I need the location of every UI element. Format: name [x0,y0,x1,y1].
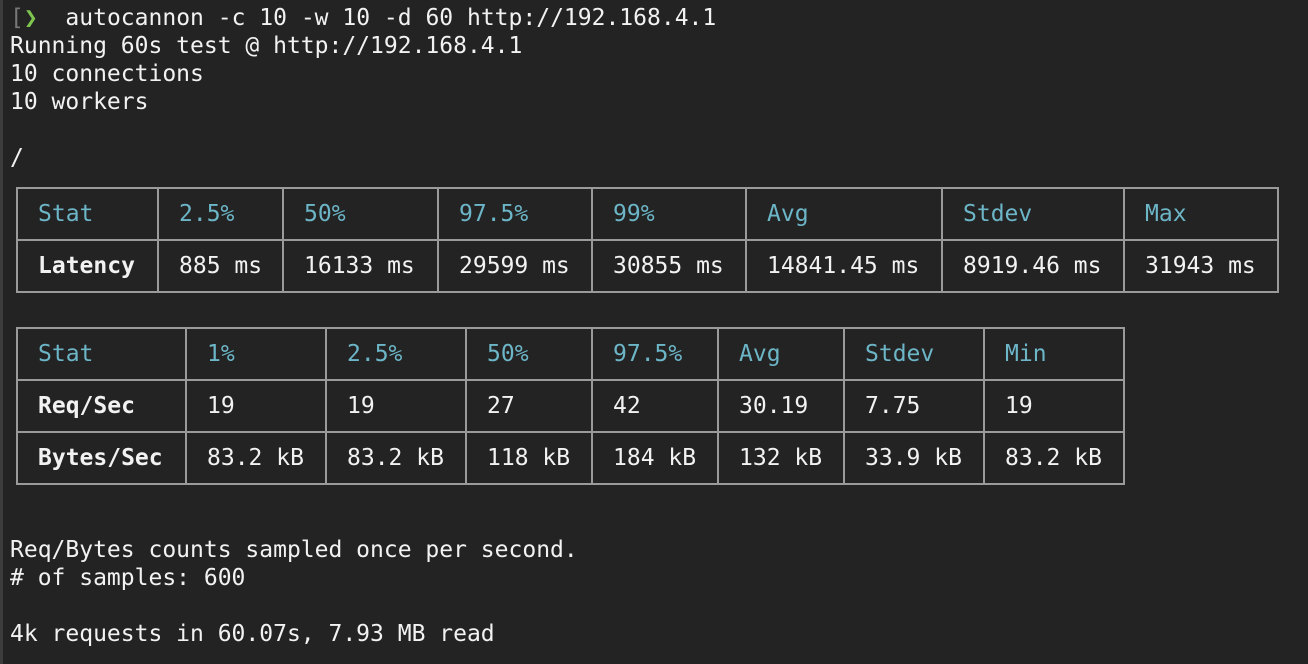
throughput-table: Stat 1% 2.5% 50% 97.5% Avg Stdev Min Req/Sec 19 19… [16,327,1125,485]
table-cell: 885 ms [157,239,284,293]
column-header: 97.5% [437,187,593,241]
column-header: 50% [465,327,593,381]
header-row: Stat 1% 2.5% 50% 97.5% Avg Stdev Min [16,327,1125,381]
output-line: Running 60s test @ http://192.168.4.1 [10,33,523,59]
table-cell: 31943 ms [1123,239,1279,293]
column-header: 2.5% [157,187,284,241]
table-cell: 7.75 [843,379,985,433]
column-header: Max [1123,187,1279,241]
table-cell: 184 kB [591,431,719,485]
header-row: Stat 2.5% 50% 97.5% 99% Avg Stdev Max [16,187,1279,241]
table-cell: 83.2 kB [325,431,467,485]
table-cell: 27 [465,379,593,433]
table-cell: 42 [591,379,719,433]
column-header: 97.5% [591,327,719,381]
footer-line: Req/Bytes counts sampled once per second… [10,537,578,563]
table-cell: 83.2 kB [185,431,327,485]
table-cell: 30855 ms [591,239,747,293]
table-cell: 14841.45 ms [745,239,943,293]
column-header: Avg [745,187,943,241]
row-label: Req/Sec [16,379,187,433]
table-row: Bytes/Sec 83.2 kB 83.2 kB 118 kB 184 kB 132 k… [16,431,1125,485]
column-header: Min [983,327,1125,381]
table-cell: 33.9 kB [843,431,985,485]
command-line: [❯ autocannon -c 10 -w 10 -d 60 http://1… [10,4,716,32]
row-label: Latency [16,239,159,293]
table-cell: 29599 ms [437,239,593,293]
column-header: 99% [591,187,747,241]
footer-line: # of samples: 600 [10,565,246,591]
column-header: 50% [282,187,439,241]
output-line: 10 connections [10,61,204,87]
column-header: Stdev [941,187,1125,241]
latency-table: Stat 2.5% 50% 97.5% 99% Avg Stdev Max Latency 885… [16,187,1279,293]
column-header: Stat [16,327,187,381]
table-cell: 8919.46 ms [941,239,1125,293]
column-header: Avg [717,327,845,381]
output-line: 10 workers [10,89,149,115]
column-header: Stat [16,187,159,241]
window-edge [0,0,3,664]
table-cell: 132 kB [717,431,845,485]
table-cell: 19 [325,379,467,433]
output-line: / [10,145,24,171]
column-header: 2.5% [325,327,467,381]
table-cell: 19 [983,379,1125,433]
footer-line: 4k requests in 60.07s, 7.93 MB read [10,621,495,647]
command-text: autocannon -c 10 -w 10 -d 60 http://192.… [65,5,717,31]
table-cell: 16133 ms [282,239,439,293]
table-cell: 30.19 [717,379,845,433]
table-row: Req/Sec 19 19 27 42 30.19 7.75 19 [16,379,1125,433]
column-header: 1% [185,327,327,381]
chevron-right-icon: ❯ [23,5,38,31]
table-cell: 19 [185,379,327,433]
table-cell: 83.2 kB [983,431,1125,485]
table-row: Latency 885 ms 16133 ms 29599 ms 30855 ms 148… [16,239,1279,293]
bracket-decoration: [ [10,5,24,31]
table-cell: 118 kB [465,431,593,485]
row-label: Bytes/Sec [16,431,187,485]
column-header: Stdev [843,327,985,381]
